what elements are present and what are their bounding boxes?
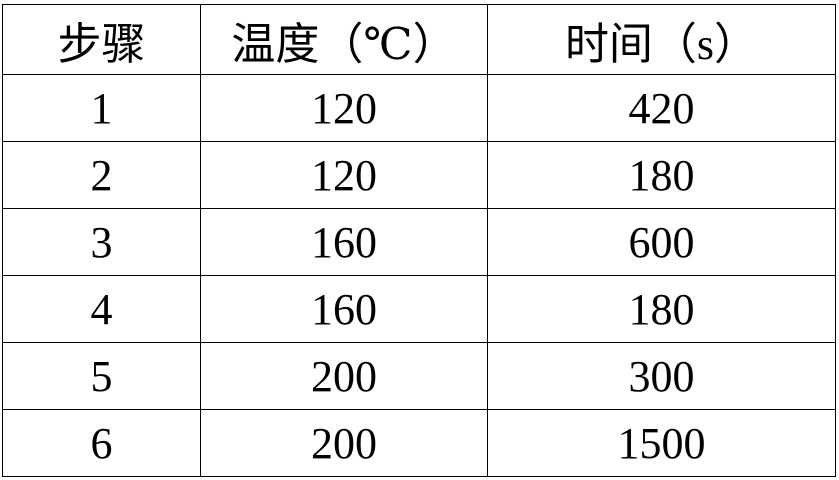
cell-time: 600 xyxy=(487,208,836,276)
table-row: 6 200 1500 xyxy=(2,409,836,477)
table-row: 2 120 180 xyxy=(2,141,836,209)
cell-step: 1 xyxy=(2,74,201,142)
header-time: 时间（s） xyxy=(487,4,836,75)
table-row: 3 160 600 xyxy=(2,208,836,276)
process-steps-table: 步骤 温度（℃） 时间（s） 1 120 420 2 120 180 3 160 600 4 160… xyxy=(2,4,836,477)
table-row: 1 120 420 xyxy=(2,74,836,142)
cell-step: 6 xyxy=(2,409,201,477)
header-step: 步骤 xyxy=(2,4,201,75)
cell-time: 180 xyxy=(487,275,836,343)
cell-temperature: 160 xyxy=(200,208,488,276)
cell-time: 180 xyxy=(487,141,836,209)
cell-time: 420 xyxy=(487,74,836,142)
cell-temperature: 200 xyxy=(200,342,488,410)
cell-step: 3 xyxy=(2,208,201,276)
table-row: 5 200 300 xyxy=(2,342,836,410)
cell-temperature: 120 xyxy=(200,141,488,209)
header-row: 步骤 温度（℃） 时间（s） xyxy=(2,4,836,75)
cell-temperature: 120 xyxy=(200,74,488,142)
header-temperature: 温度（℃） xyxy=(200,4,488,75)
cell-time: 300 xyxy=(487,342,836,410)
cell-step: 5 xyxy=(2,342,201,410)
cell-temperature: 160 xyxy=(200,275,488,343)
table-row: 4 160 180 xyxy=(2,275,836,343)
cell-time: 1500 xyxy=(487,409,836,477)
cell-temperature: 200 xyxy=(200,409,488,477)
cell-step: 2 xyxy=(2,141,201,209)
cell-step: 4 xyxy=(2,275,201,343)
